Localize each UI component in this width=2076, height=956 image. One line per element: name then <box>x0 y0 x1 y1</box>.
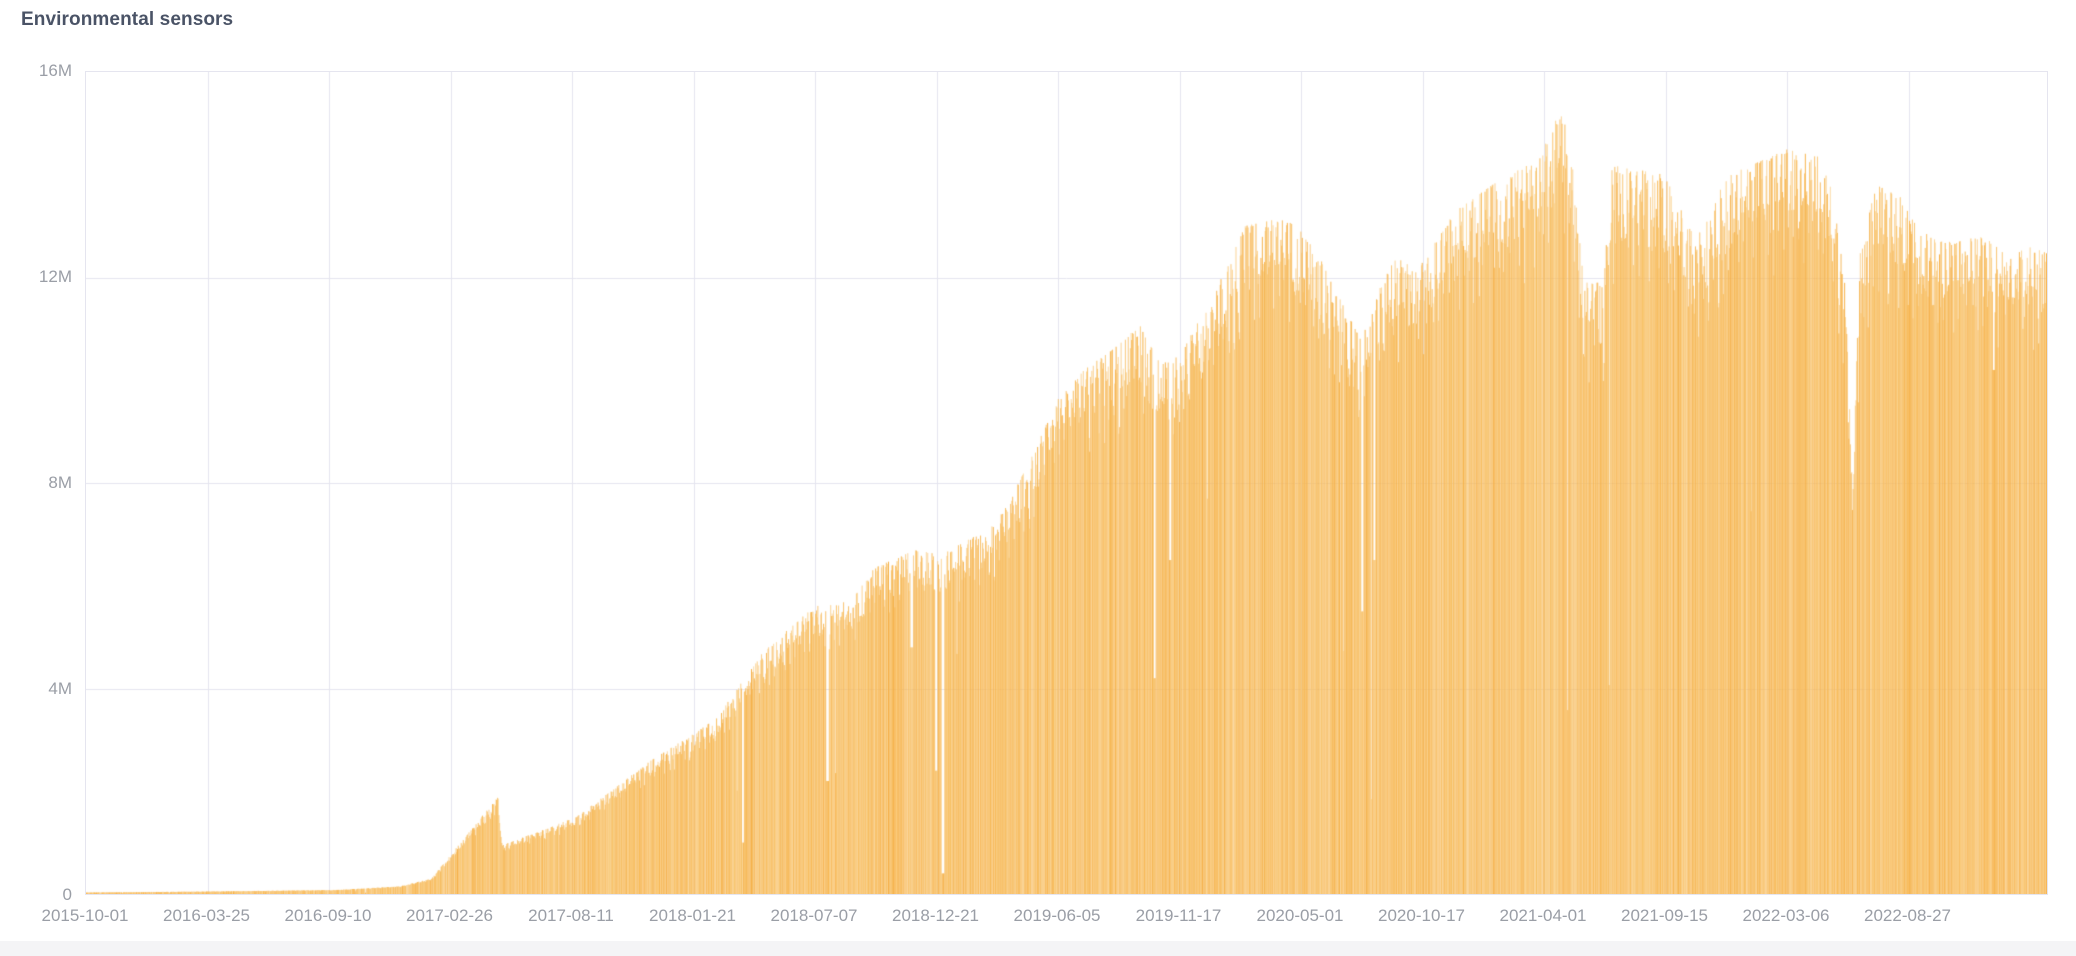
x-tick-label: 2022-08-27 <box>1864 906 1951 925</box>
x-tick-label: 2017-02-26 <box>406 906 493 925</box>
x-tick-label: 2019-06-05 <box>1013 906 1101 925</box>
x-tick-label: 2020-10-17 <box>1378 906 1465 925</box>
y-tick-label: 8M <box>48 473 72 492</box>
x-tick-label: 2015-10-01 <box>41 906 129 925</box>
x-tick-label: 2018-01-21 <box>649 906 736 925</box>
x-tick-label: 2016-03-25 <box>163 906 250 925</box>
y-tick-label: 12M <box>38 267 72 286</box>
x-tick-label: 2020-05-01 <box>1256 906 1344 925</box>
x-tick-label: 2021-04-01 <box>1499 906 1587 925</box>
x-tick-label: 2022-03-06 <box>1742 906 1830 925</box>
x-tick-label: 2017-08-11 <box>528 906 614 925</box>
x-tick-label: 2021-09-15 <box>1621 906 1708 925</box>
y-tick-label: 16M <box>38 61 72 80</box>
x-tick-label: 2016-09-10 <box>284 906 372 925</box>
y-tick-label: 0 <box>62 885 72 904</box>
x-tick-label: 2018-07-07 <box>770 906 858 925</box>
page-title: Environmental sensors <box>21 9 234 30</box>
page-footer-strip <box>0 941 2076 956</box>
x-tick-label: 2019-11-17 <box>1135 906 1222 925</box>
y-axis: 16M 12M 8M 4M 0 <box>0 61 72 904</box>
x-axis: 2015-10-01 2016-03-25 2016-09-10 2017-02… <box>42 906 2048 928</box>
bar-series-canvas[interactable] <box>86 72 2047 894</box>
chart-plot-area[interactable] <box>85 71 2048 895</box>
y-tick-label: 4M <box>48 679 72 698</box>
x-tick-label: 2018-12-21 <box>892 906 979 925</box>
